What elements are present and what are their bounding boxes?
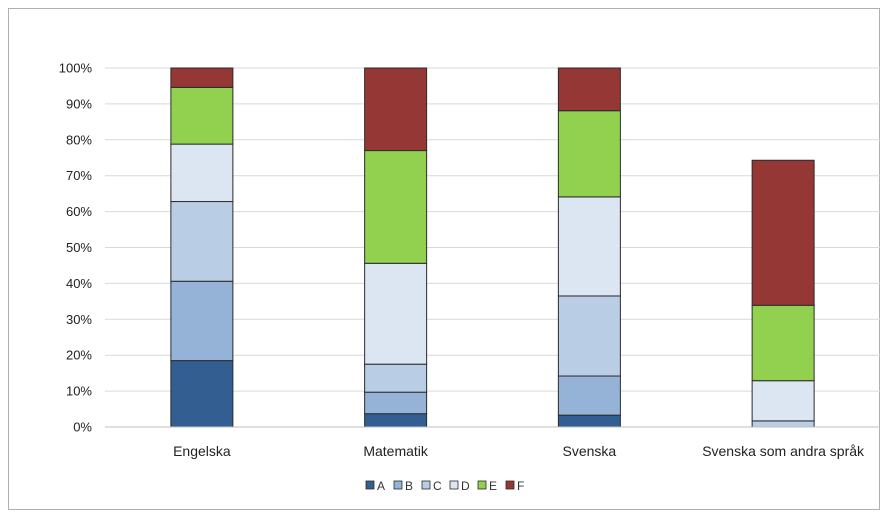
bar-segment-f (557, 67, 621, 112)
y-tick-label: 100% (59, 61, 93, 76)
y-tick-label: 30% (66, 312, 92, 327)
y-tick-label: 0% (73, 420, 92, 435)
bar-segment-c (364, 363, 428, 393)
y-tick-label: 60% (66, 204, 92, 219)
x-axis-categories: Engelska Matematik Svenska Svenska som andr… (173, 443, 865, 459)
legend-swatch (449, 480, 459, 490)
y-tick-label: 20% (66, 348, 92, 363)
legend-swatch (393, 480, 403, 490)
legend-label: B (405, 479, 413, 493)
y-tick-label: 50% (66, 240, 92, 255)
bars (170, 67, 815, 428)
legend-label: D (461, 479, 470, 493)
bar-segment-b (364, 391, 428, 415)
legend-swatch (477, 480, 487, 490)
legend-label: E (489, 479, 497, 493)
bar-segment-d (751, 380, 815, 422)
legend-label: A (377, 479, 385, 493)
y-axis-ticks: 0% 10% 20% 30% 40% 50% 60% 70% 80% 90% 100% (59, 61, 93, 435)
bar-segment-c (557, 295, 621, 377)
y-tick-label: 90% (66, 96, 92, 111)
y-tick-label: 10% (66, 384, 92, 399)
y-tick-label: 40% (66, 276, 92, 291)
bar-segment-a (557, 414, 621, 428)
bar-segment-b (170, 280, 234, 362)
grid-lines (105, 67, 880, 392)
bar-segment-d (364, 262, 428, 365)
y-tick-label: 80% (66, 132, 92, 147)
legend-swatch (421, 480, 431, 490)
bar-segment-c (751, 420, 815, 428)
bar-segment-c (170, 201, 234, 282)
bar-segment-e (170, 86, 234, 145)
legend-label: F (517, 479, 524, 493)
bar-segment-e (751, 304, 815, 382)
legend-label: C (433, 479, 442, 493)
y-tick-label: 70% (66, 168, 92, 183)
bar-segment-f (364, 67, 428, 152)
legend-swatch (365, 480, 375, 490)
legend: A B C D E F (365, 479, 524, 493)
bar-segment-a (364, 413, 428, 428)
x-category-label: Svenska (563, 443, 617, 459)
bar-segment-b (557, 375, 621, 416)
bar-segment-d (557, 196, 621, 297)
legend-swatch (505, 480, 515, 490)
bar-segment-a (170, 360, 234, 428)
bar-segment-e (557, 110, 621, 198)
x-category-label: Matematik (363, 443, 429, 459)
x-category-label: Engelska (173, 443, 231, 459)
x-category-label: Svenska som andra språk (702, 443, 865, 459)
chart-frame (8, 8, 880, 510)
bar-segment-d (170, 143, 234, 203)
bar-segment-f (170, 67, 234, 88)
bar-segment-f (751, 159, 815, 306)
bar-segment-e (364, 150, 428, 264)
